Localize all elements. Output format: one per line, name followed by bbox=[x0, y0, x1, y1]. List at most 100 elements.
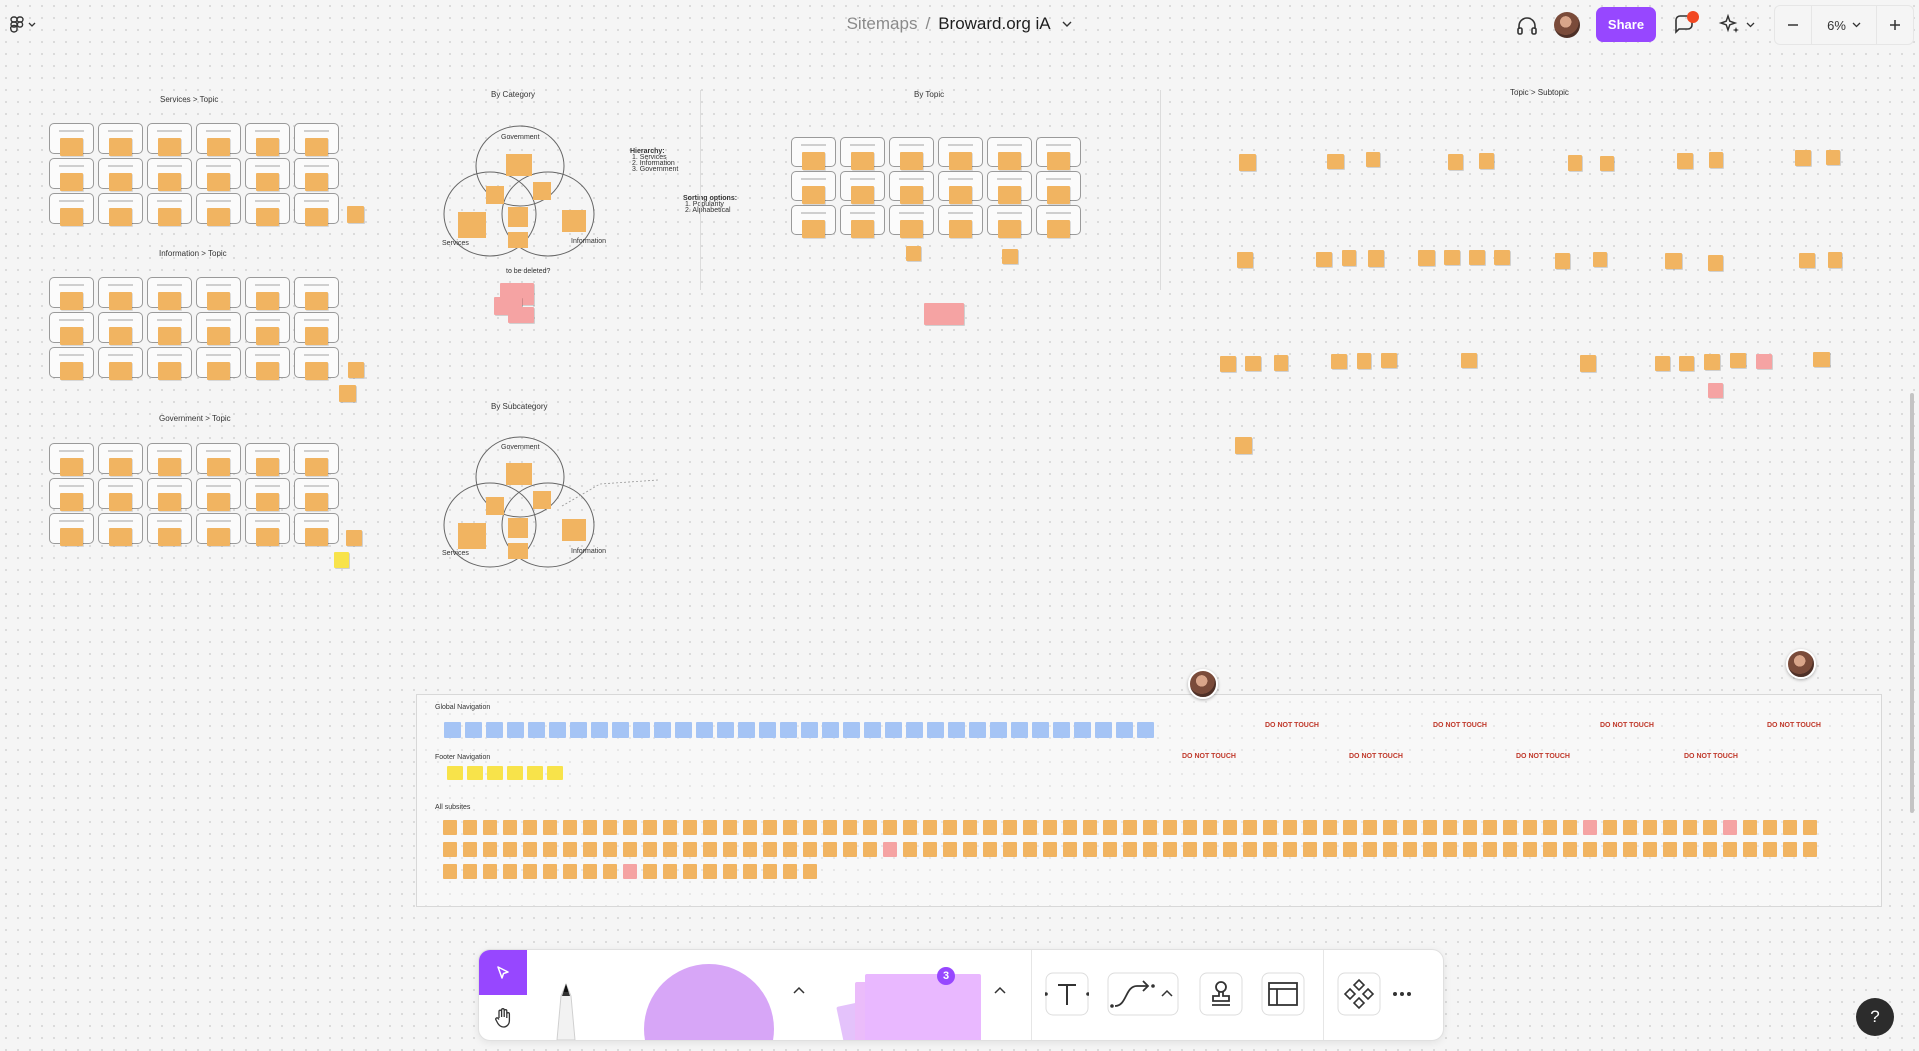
top-bar: Sitemaps / Broward.org iA Share 6% bbox=[0, 0, 1919, 50]
sticky-note[interactable] bbox=[1709, 152, 1723, 168]
subsites-row[interactable] bbox=[443, 820, 1817, 835]
collaborator-cursor-avatar[interactable] bbox=[1786, 649, 1816, 679]
government-topic-grid[interactable] bbox=[49, 443, 339, 546]
sticky-note[interactable] bbox=[1239, 154, 1256, 171]
sticky-note[interactable] bbox=[348, 362, 364, 378]
stamp-tool-icon[interactable] bbox=[1199, 972, 1243, 1016]
sticky-note[interactable] bbox=[1316, 252, 1332, 267]
section-tool-icon[interactable] bbox=[1261, 972, 1305, 1016]
chevron-up-icon[interactable] bbox=[993, 985, 1007, 995]
sticky-note[interactable] bbox=[1799, 253, 1815, 268]
footer-navigation-items[interactable] bbox=[447, 766, 563, 780]
sticky-note-pink[interactable] bbox=[1756, 354, 1772, 369]
sticky-note-tool[interactable] bbox=[836, 974, 981, 1040]
sticky-note[interactable] bbox=[1245, 356, 1261, 371]
sticky-note[interactable] bbox=[1331, 354, 1347, 369]
sticky-note[interactable] bbox=[1327, 154, 1344, 169]
zoom-out-button[interactable] bbox=[1775, 6, 1811, 44]
sticky-note[interactable] bbox=[1730, 353, 1746, 368]
move-tool-button[interactable] bbox=[479, 950, 527, 995]
hand-tool-button[interactable] bbox=[479, 995, 527, 1040]
breadcrumb-project[interactable]: Sitemaps bbox=[846, 14, 918, 33]
cursor-arrow-icon bbox=[497, 965, 509, 979]
sticky-note[interactable] bbox=[1220, 356, 1236, 372]
sticky-note[interactable] bbox=[1479, 153, 1494, 169]
help-button[interactable]: ? bbox=[1856, 998, 1894, 1036]
sticky-note[interactable] bbox=[1677, 153, 1693, 169]
subsites-row[interactable] bbox=[443, 864, 817, 879]
sticky-note[interactable] bbox=[1795, 150, 1811, 166]
zoom-level-dropdown[interactable]: 6% bbox=[1811, 6, 1877, 44]
sticky-note[interactable] bbox=[1469, 250, 1485, 265]
file-menu-chevron-icon[interactable] bbox=[1062, 21, 1072, 28]
collaborator-cursor-avatar[interactable] bbox=[1188, 669, 1218, 699]
vertical-scrollbar[interactable] bbox=[1910, 393, 1914, 813]
sticky-note[interactable] bbox=[1002, 249, 1018, 264]
zoom-in-button[interactable] bbox=[1877, 6, 1913, 44]
sticky-note[interactable] bbox=[1444, 250, 1460, 265]
marker-pen-icon[interactable] bbox=[545, 966, 587, 1040]
components-icon[interactable] bbox=[1337, 972, 1381, 1016]
sticky-note[interactable] bbox=[1357, 353, 1371, 369]
chevron-down-icon bbox=[1852, 22, 1861, 28]
sticky-note[interactable] bbox=[1704, 354, 1720, 370]
services-topic-grid[interactable] bbox=[49, 123, 339, 226]
sticky-note[interactable] bbox=[1593, 252, 1607, 267]
sticky-note[interactable] bbox=[1448, 154, 1463, 170]
sticky-note-pink[interactable] bbox=[508, 307, 534, 323]
share-button[interactable]: Share bbox=[1596, 7, 1656, 42]
sticky-note[interactable] bbox=[1381, 353, 1397, 368]
note-hierarchy-item: 3. Government bbox=[632, 166, 679, 173]
sticky-note[interactable] bbox=[1600, 156, 1614, 171]
hand-icon bbox=[495, 1007, 511, 1028]
ai-tools-button[interactable] bbox=[1718, 12, 1762, 38]
subsites-row[interactable] bbox=[443, 842, 1817, 857]
more-options-icon[interactable] bbox=[1391, 986, 1413, 1002]
venn-diagram-subcategory[interactable] bbox=[436, 433, 611, 578]
sticky-note-pink[interactable] bbox=[924, 303, 964, 325]
sticky-note[interactable] bbox=[1828, 252, 1842, 268]
sticky-note[interactable] bbox=[1418, 250, 1435, 266]
sticky-note[interactable] bbox=[1568, 155, 1582, 171]
sticky-note[interactable] bbox=[334, 552, 349, 568]
sticky-note[interactable] bbox=[1368, 250, 1384, 267]
sticky-note[interactable] bbox=[1813, 352, 1830, 367]
section-label: Services > Topic bbox=[160, 95, 219, 104]
sticky-note[interactable] bbox=[1494, 250, 1510, 265]
sticky-note[interactable] bbox=[346, 530, 362, 546]
sticky-note[interactable] bbox=[347, 206, 364, 223]
sticky-note[interactable] bbox=[1679, 356, 1694, 371]
global-navigation-items[interactable] bbox=[444, 722, 1154, 738]
current-user-avatar[interactable] bbox=[1554, 12, 1580, 38]
section-label: Information > Topic bbox=[159, 249, 227, 258]
chevron-up-icon[interactable] bbox=[792, 985, 806, 995]
main-menu-button[interactable] bbox=[10, 14, 46, 36]
by-topic-grid[interactable] bbox=[791, 137, 1081, 238]
shape-circle-icon[interactable] bbox=[644, 964, 774, 1040]
sticky-note[interactable] bbox=[1274, 355, 1288, 371]
sticky-note[interactable] bbox=[1235, 437, 1252, 454]
sticky-note-pink[interactable] bbox=[1708, 383, 1723, 398]
venn-label-services: Services bbox=[442, 550, 469, 557]
headphones-icon[interactable] bbox=[1514, 13, 1540, 39]
sticky-note[interactable] bbox=[1366, 152, 1380, 167]
sticky-note[interactable] bbox=[1555, 253, 1570, 269]
notification-dot bbox=[1687, 11, 1699, 23]
sticky-note[interactable] bbox=[1826, 150, 1840, 165]
connector-tool-icon[interactable] bbox=[1107, 972, 1179, 1016]
sticky-note[interactable] bbox=[1342, 250, 1356, 266]
sticky-note[interactable] bbox=[1580, 355, 1596, 372]
venn-diagram-category[interactable] bbox=[436, 122, 611, 267]
sticky-note[interactable] bbox=[906, 246, 921, 261]
sticky-note[interactable] bbox=[1665, 253, 1682, 269]
sticky-note[interactable] bbox=[1237, 252, 1253, 268]
sticky-note[interactable] bbox=[1708, 255, 1723, 271]
information-topic-grid[interactable] bbox=[49, 277, 339, 380]
text-tool-icon[interactable] bbox=[1045, 972, 1089, 1016]
breadcrumb: Sitemaps / Broward.org iA bbox=[0, 14, 1919, 34]
sticky-note[interactable] bbox=[1655, 356, 1670, 371]
sticky-note[interactable] bbox=[339, 385, 356, 402]
sticky-note[interactable] bbox=[1461, 353, 1477, 368]
whiteboard-canvas[interactable]: Services > Topic Information > Topic Gov… bbox=[0, 50, 1919, 1051]
file-name[interactable]: Broward.org iA bbox=[938, 14, 1050, 33]
